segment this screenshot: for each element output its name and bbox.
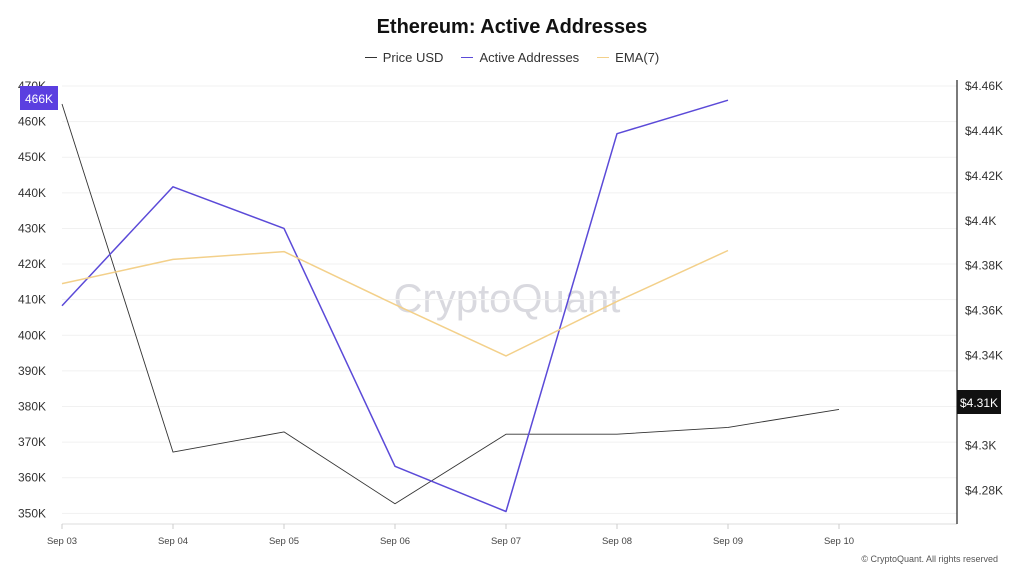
series-line-price-usd	[61, 103, 840, 505]
left-tick-label: 390K	[18, 364, 46, 378]
right-tick-label: $4.3K	[965, 438, 996, 452]
x-tick-label: Sep 07	[491, 536, 521, 547]
left-tick-label: 460K	[18, 115, 46, 129]
x-tick-label: Sep 10	[824, 536, 854, 547]
series-line-ema-7	[61, 249, 729, 357]
legend-item-active-addresses[interactable]: Active Addresses	[461, 50, 579, 65]
legend-item-ema[interactable]: EMA(7)	[597, 50, 659, 65]
legend-swatch-price	[364, 57, 377, 58]
left-tick-label: 420K	[18, 257, 46, 271]
x-tick-label: Sep 05	[269, 536, 299, 547]
left-tick-label: 370K	[18, 435, 46, 449]
x-tick-label: Sep 08	[602, 536, 632, 547]
right-value-badge	[957, 390, 1001, 414]
legend-item-price[interactable]: Price USD	[364, 50, 444, 65]
right-tick-label: $4.28K	[965, 483, 1003, 497]
left-tick-label: 400K	[18, 328, 46, 342]
left-tick-label: 380K	[18, 399, 46, 413]
right-value-badge-text: $4.31K	[960, 396, 998, 410]
x-tick-label: Sep 04	[158, 536, 188, 547]
x-tick-label: Sep 06	[380, 536, 410, 547]
left-tick-label: 360K	[18, 471, 46, 485]
left-tick-label: 450K	[18, 150, 46, 164]
legend-label-ema: EMA(7)	[615, 50, 660, 65]
x-tick-label: Sep 03	[47, 536, 77, 547]
left-value-badge	[20, 86, 58, 110]
left-tick-label: 350K	[18, 506, 46, 520]
series-line-active-addresses	[61, 99, 729, 513]
copyright-notice: © CryptoQuant. All rights reserved	[861, 554, 998, 564]
left-value-badge-text: 466K	[25, 92, 53, 106]
x-tick-label: Sep 09	[713, 536, 743, 547]
legend-label-active-addresses: Active Addresses	[479, 50, 580, 65]
left-tick-label: 410K	[18, 293, 46, 307]
right-tick-label: $4.44K	[965, 124, 1003, 138]
legend-swatch-active-addresses	[461, 57, 474, 58]
legend: Price USD Active Addresses EMA(7)	[0, 50, 1024, 65]
right-tick-label: $4.36K	[965, 304, 1003, 318]
right-tick-label: $4.34K	[965, 349, 1003, 363]
right-tick-label: $4.42K	[965, 169, 1003, 183]
right-tick-label: $4.46K	[965, 79, 1003, 93]
chart-title: Ethereum: Active Addresses	[376, 16, 648, 38]
left-tick-label: 430K	[18, 221, 46, 235]
right-tick-label: $4.38K	[965, 259, 1003, 273]
watermark-text: CryptoQuant	[394, 277, 621, 321]
legend-swatch-ema	[597, 57, 610, 58]
right-tick-label: $4.4K	[965, 214, 996, 228]
legend-label-price: Price USD	[382, 50, 444, 65]
left-tick-label: 440K	[18, 186, 46, 200]
